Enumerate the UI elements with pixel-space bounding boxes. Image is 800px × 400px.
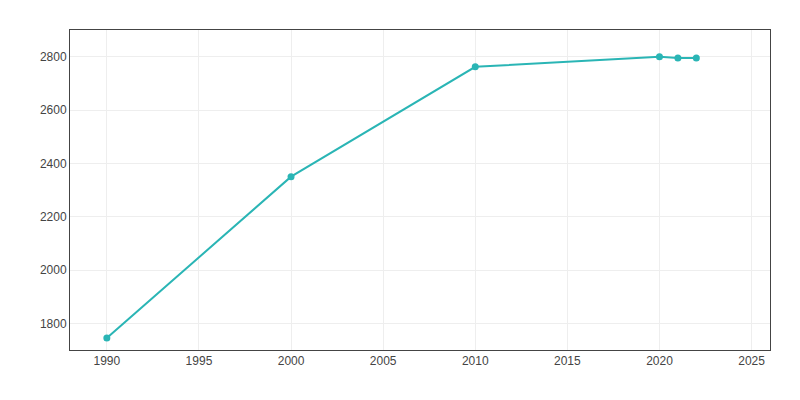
svg-text:2000: 2000 bbox=[278, 354, 305, 368]
svg-text:2005: 2005 bbox=[370, 354, 397, 368]
svg-text:1990: 1990 bbox=[93, 354, 120, 368]
svg-text:2015: 2015 bbox=[554, 354, 581, 368]
svg-text:2020: 2020 bbox=[646, 354, 673, 368]
svg-text:1800: 1800 bbox=[40, 317, 67, 331]
svg-text:1995: 1995 bbox=[186, 354, 213, 368]
svg-text:2000: 2000 bbox=[40, 263, 67, 277]
svg-text:2800: 2800 bbox=[40, 50, 67, 64]
svg-text:2010: 2010 bbox=[462, 354, 489, 368]
svg-text:2400: 2400 bbox=[40, 157, 67, 171]
svg-text:2600: 2600 bbox=[40, 103, 67, 117]
svg-text:2025: 2025 bbox=[738, 354, 765, 368]
svg-text:2200: 2200 bbox=[40, 210, 67, 224]
